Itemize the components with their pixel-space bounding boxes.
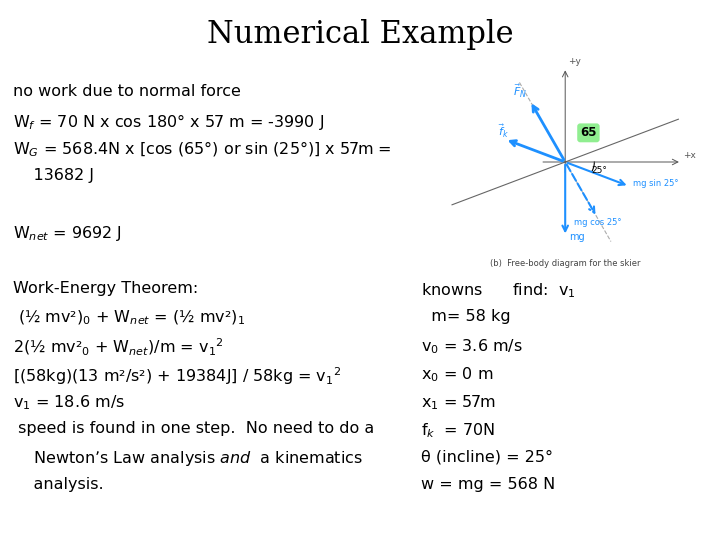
Text: (b)  Free-body diagram for the skier: (b) Free-body diagram for the skier (490, 259, 641, 268)
Text: +y: +y (569, 57, 582, 66)
Text: 65: 65 (580, 126, 597, 139)
Text: no work due to normal force: no work due to normal force (13, 84, 240, 99)
Text: mg sin 25°: mg sin 25° (634, 179, 679, 188)
Text: Newton’s Law analysis $\it{and}$  a kinematics: Newton’s Law analysis $\it{and}$ a kinem… (13, 449, 363, 468)
Text: [(58kg)(13 m²/s²) + 19384J] / 58kg = v$_1$$^2$: [(58kg)(13 m²/s²) + 19384J] / 58kg = v$_… (13, 365, 341, 387)
Text: speed is found in one step.  No need to do a: speed is found in one step. No need to d… (13, 421, 374, 436)
Text: (½ mv²)$_0$ + W$_{net}$ = (½ mv²)$_1$: (½ mv²)$_0$ + W$_{net}$ = (½ mv²)$_1$ (13, 309, 245, 327)
Text: W$_G$ = 568.4N x [cos (65°) or sin (25°)] x 57m =: W$_G$ = 568.4N x [cos (65°) or sin (25°)… (13, 140, 392, 159)
Text: 13682 J: 13682 J (13, 168, 94, 183)
Text: m= 58 kg: m= 58 kg (421, 309, 510, 324)
Text: W$_{net}$ = 9692 J: W$_{net}$ = 9692 J (13, 224, 122, 243)
Text: mg: mg (570, 232, 585, 241)
Text: Work-Energy Theorem:: Work-Energy Theorem: (13, 281, 198, 296)
Text: x$_0$ = 0 m: x$_0$ = 0 m (421, 365, 493, 384)
Text: w = mg = 568 N: w = mg = 568 N (421, 477, 555, 492)
Text: $\vec{f}_k$: $\vec{f}_k$ (498, 122, 509, 140)
Text: 25°: 25° (592, 166, 608, 175)
Text: v$_1$ = 18.6 m/s: v$_1$ = 18.6 m/s (13, 393, 125, 412)
Text: 2(½ mv²$_0$ + W$_{net}$)/m = v$_1$$^2$: 2(½ mv²$_0$ + W$_{net}$)/m = v$_1$$^2$ (13, 337, 224, 358)
Text: +x: +x (683, 151, 696, 160)
Text: $\vec{F}_N$: $\vec{F}_N$ (513, 83, 527, 100)
Text: analysis.: analysis. (13, 477, 104, 492)
Text: v$_0$ = 3.6 m/s: v$_0$ = 3.6 m/s (421, 337, 523, 356)
Text: knowns      find:  v$_1$: knowns find: v$_1$ (421, 281, 576, 300)
Text: f$_k$  = 70N: f$_k$ = 70N (421, 421, 495, 440)
Text: x$_1$ = 57m: x$_1$ = 57m (421, 393, 496, 412)
Text: θ (incline) = 25°: θ (incline) = 25° (421, 449, 553, 464)
Text: Numerical Example: Numerical Example (207, 19, 513, 50)
Text: W$_f$ = 70 N x cos 180° x 57 m = -3990 J: W$_f$ = 70 N x cos 180° x 57 m = -3990 J (13, 112, 324, 132)
Text: mg cos 25°: mg cos 25° (574, 218, 621, 227)
